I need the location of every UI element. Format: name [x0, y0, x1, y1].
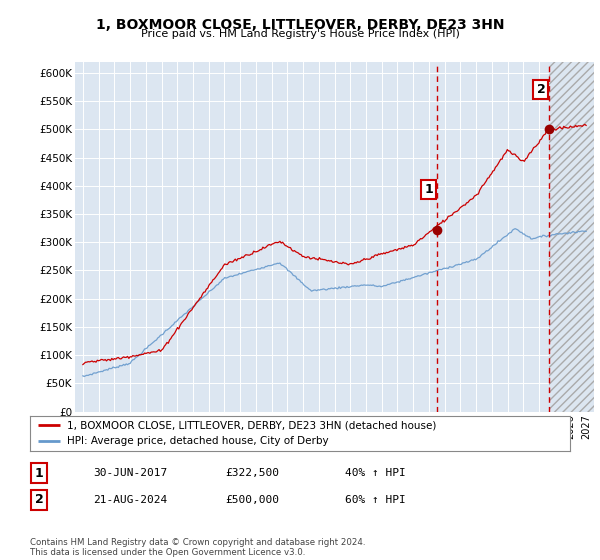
Text: Price paid vs. HM Land Registry's House Price Index (HPI): Price paid vs. HM Land Registry's House … — [140, 29, 460, 39]
Text: 21-AUG-2024: 21-AUG-2024 — [93, 494, 167, 505]
Text: 1, BOXMOOR CLOSE, LITTLEOVER, DERBY, DE23 3HN (detached house): 1, BOXMOOR CLOSE, LITTLEOVER, DERBY, DE2… — [67, 421, 436, 431]
Text: 1: 1 — [424, 183, 433, 196]
Text: HPI: Average price, detached house, City of Derby: HPI: Average price, detached house, City… — [67, 436, 328, 446]
Bar — [549, 62, 594, 412]
Text: 1: 1 — [35, 466, 43, 480]
Text: £322,500: £322,500 — [225, 468, 279, 478]
Text: 1, BOXMOOR CLOSE, LITTLEOVER, DERBY, DE23 3HN: 1, BOXMOOR CLOSE, LITTLEOVER, DERBY, DE2… — [96, 18, 504, 32]
Text: 2: 2 — [35, 493, 43, 506]
Text: 30-JUN-2017: 30-JUN-2017 — [93, 468, 167, 478]
Text: Contains HM Land Registry data © Crown copyright and database right 2024.
This d: Contains HM Land Registry data © Crown c… — [30, 538, 365, 557]
Text: £500,000: £500,000 — [225, 494, 279, 505]
Text: 40% ↑ HPI: 40% ↑ HPI — [345, 468, 406, 478]
Text: 60% ↑ HPI: 60% ↑ HPI — [345, 494, 406, 505]
Text: 2: 2 — [536, 83, 545, 96]
